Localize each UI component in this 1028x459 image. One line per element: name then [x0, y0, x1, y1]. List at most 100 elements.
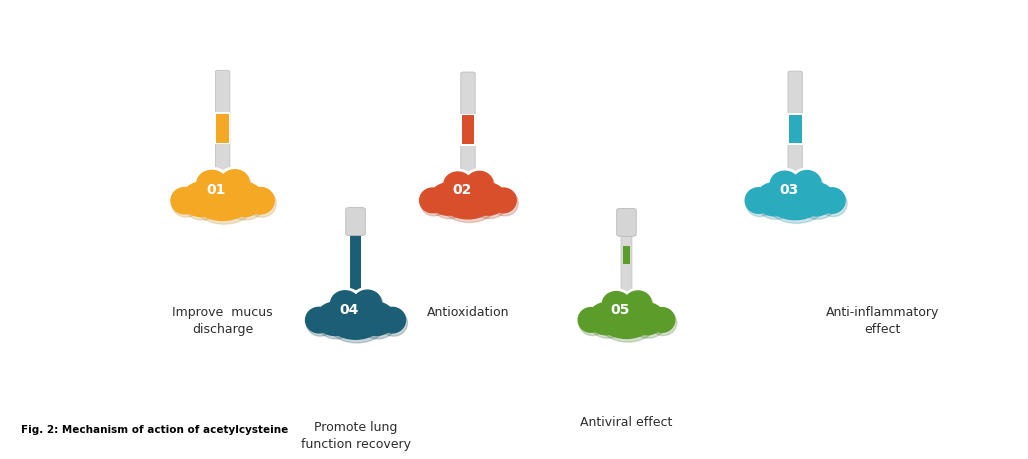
Ellipse shape — [221, 172, 251, 198]
Ellipse shape — [316, 302, 353, 336]
Ellipse shape — [767, 168, 802, 200]
Ellipse shape — [625, 299, 668, 338]
Ellipse shape — [467, 179, 510, 218]
Ellipse shape — [221, 170, 249, 195]
Ellipse shape — [464, 169, 495, 197]
FancyBboxPatch shape — [621, 214, 632, 291]
FancyBboxPatch shape — [462, 116, 474, 144]
Ellipse shape — [354, 299, 399, 339]
Ellipse shape — [598, 301, 657, 342]
Ellipse shape — [471, 183, 506, 215]
Text: Promote lung
function recovery: Promote lung function recovery — [300, 421, 410, 451]
Text: 03: 03 — [779, 183, 798, 197]
Ellipse shape — [819, 188, 845, 213]
FancyBboxPatch shape — [461, 72, 475, 172]
FancyBboxPatch shape — [351, 213, 361, 291]
Ellipse shape — [488, 185, 519, 215]
Ellipse shape — [302, 305, 335, 336]
Ellipse shape — [819, 190, 847, 217]
Ellipse shape — [467, 174, 494, 198]
Ellipse shape — [579, 310, 605, 336]
Ellipse shape — [629, 302, 664, 335]
Ellipse shape — [576, 305, 607, 335]
Ellipse shape — [218, 167, 252, 197]
Ellipse shape — [598, 299, 655, 338]
Ellipse shape — [305, 308, 332, 333]
Ellipse shape — [444, 174, 474, 200]
Ellipse shape — [358, 302, 395, 336]
Ellipse shape — [331, 291, 360, 316]
Ellipse shape — [376, 305, 408, 336]
Ellipse shape — [798, 183, 835, 216]
Ellipse shape — [629, 304, 667, 338]
Ellipse shape — [331, 293, 362, 319]
Ellipse shape — [226, 184, 265, 220]
Ellipse shape — [751, 179, 797, 219]
Ellipse shape — [321, 294, 391, 344]
Ellipse shape — [599, 289, 633, 319]
Ellipse shape — [650, 308, 674, 332]
Ellipse shape — [317, 304, 356, 339]
Ellipse shape — [192, 180, 255, 224]
Ellipse shape — [351, 287, 384, 317]
Ellipse shape — [650, 310, 676, 336]
Text: 05: 05 — [611, 303, 630, 317]
Ellipse shape — [491, 190, 518, 216]
FancyBboxPatch shape — [461, 114, 476, 146]
Ellipse shape — [244, 185, 278, 217]
Ellipse shape — [248, 190, 277, 217]
Ellipse shape — [440, 179, 495, 219]
FancyBboxPatch shape — [788, 115, 802, 143]
Ellipse shape — [430, 183, 466, 215]
Ellipse shape — [756, 183, 793, 216]
Ellipse shape — [794, 173, 822, 198]
Ellipse shape — [440, 181, 499, 223]
Ellipse shape — [178, 179, 224, 220]
Ellipse shape — [313, 299, 357, 339]
Ellipse shape — [588, 302, 624, 335]
FancyBboxPatch shape — [787, 113, 803, 145]
FancyBboxPatch shape — [215, 112, 230, 144]
FancyBboxPatch shape — [216, 70, 230, 170]
Ellipse shape — [799, 185, 837, 219]
Ellipse shape — [816, 185, 848, 216]
Ellipse shape — [794, 179, 839, 219]
Ellipse shape — [602, 291, 630, 316]
Ellipse shape — [471, 185, 509, 218]
Ellipse shape — [327, 298, 384, 339]
Ellipse shape — [225, 182, 263, 217]
Text: Antiviral effect: Antiviral effect — [580, 415, 672, 429]
Ellipse shape — [578, 308, 603, 332]
FancyBboxPatch shape — [617, 208, 636, 236]
Ellipse shape — [359, 304, 397, 339]
Text: 04: 04 — [339, 303, 359, 317]
Ellipse shape — [766, 179, 824, 220]
Ellipse shape — [355, 292, 383, 318]
Ellipse shape — [192, 178, 253, 220]
Ellipse shape — [426, 179, 470, 218]
Ellipse shape — [197, 173, 229, 200]
FancyBboxPatch shape — [623, 246, 630, 264]
Ellipse shape — [742, 185, 774, 216]
Ellipse shape — [589, 304, 626, 338]
Ellipse shape — [327, 300, 388, 343]
Ellipse shape — [647, 305, 677, 335]
Ellipse shape — [171, 188, 198, 214]
Ellipse shape — [193, 168, 230, 200]
Ellipse shape — [745, 188, 771, 213]
Ellipse shape — [746, 190, 773, 217]
Ellipse shape — [592, 295, 661, 343]
Ellipse shape — [419, 188, 445, 213]
Ellipse shape — [760, 174, 831, 224]
Ellipse shape — [431, 185, 468, 218]
Ellipse shape — [221, 179, 267, 220]
Text: Antioxidation: Antioxidation — [427, 306, 509, 319]
Ellipse shape — [444, 172, 472, 196]
Ellipse shape — [625, 291, 652, 314]
Ellipse shape — [466, 171, 492, 195]
Ellipse shape — [766, 180, 827, 224]
Ellipse shape — [434, 175, 502, 223]
Ellipse shape — [306, 309, 334, 336]
Ellipse shape — [247, 188, 274, 214]
Ellipse shape — [585, 299, 628, 338]
